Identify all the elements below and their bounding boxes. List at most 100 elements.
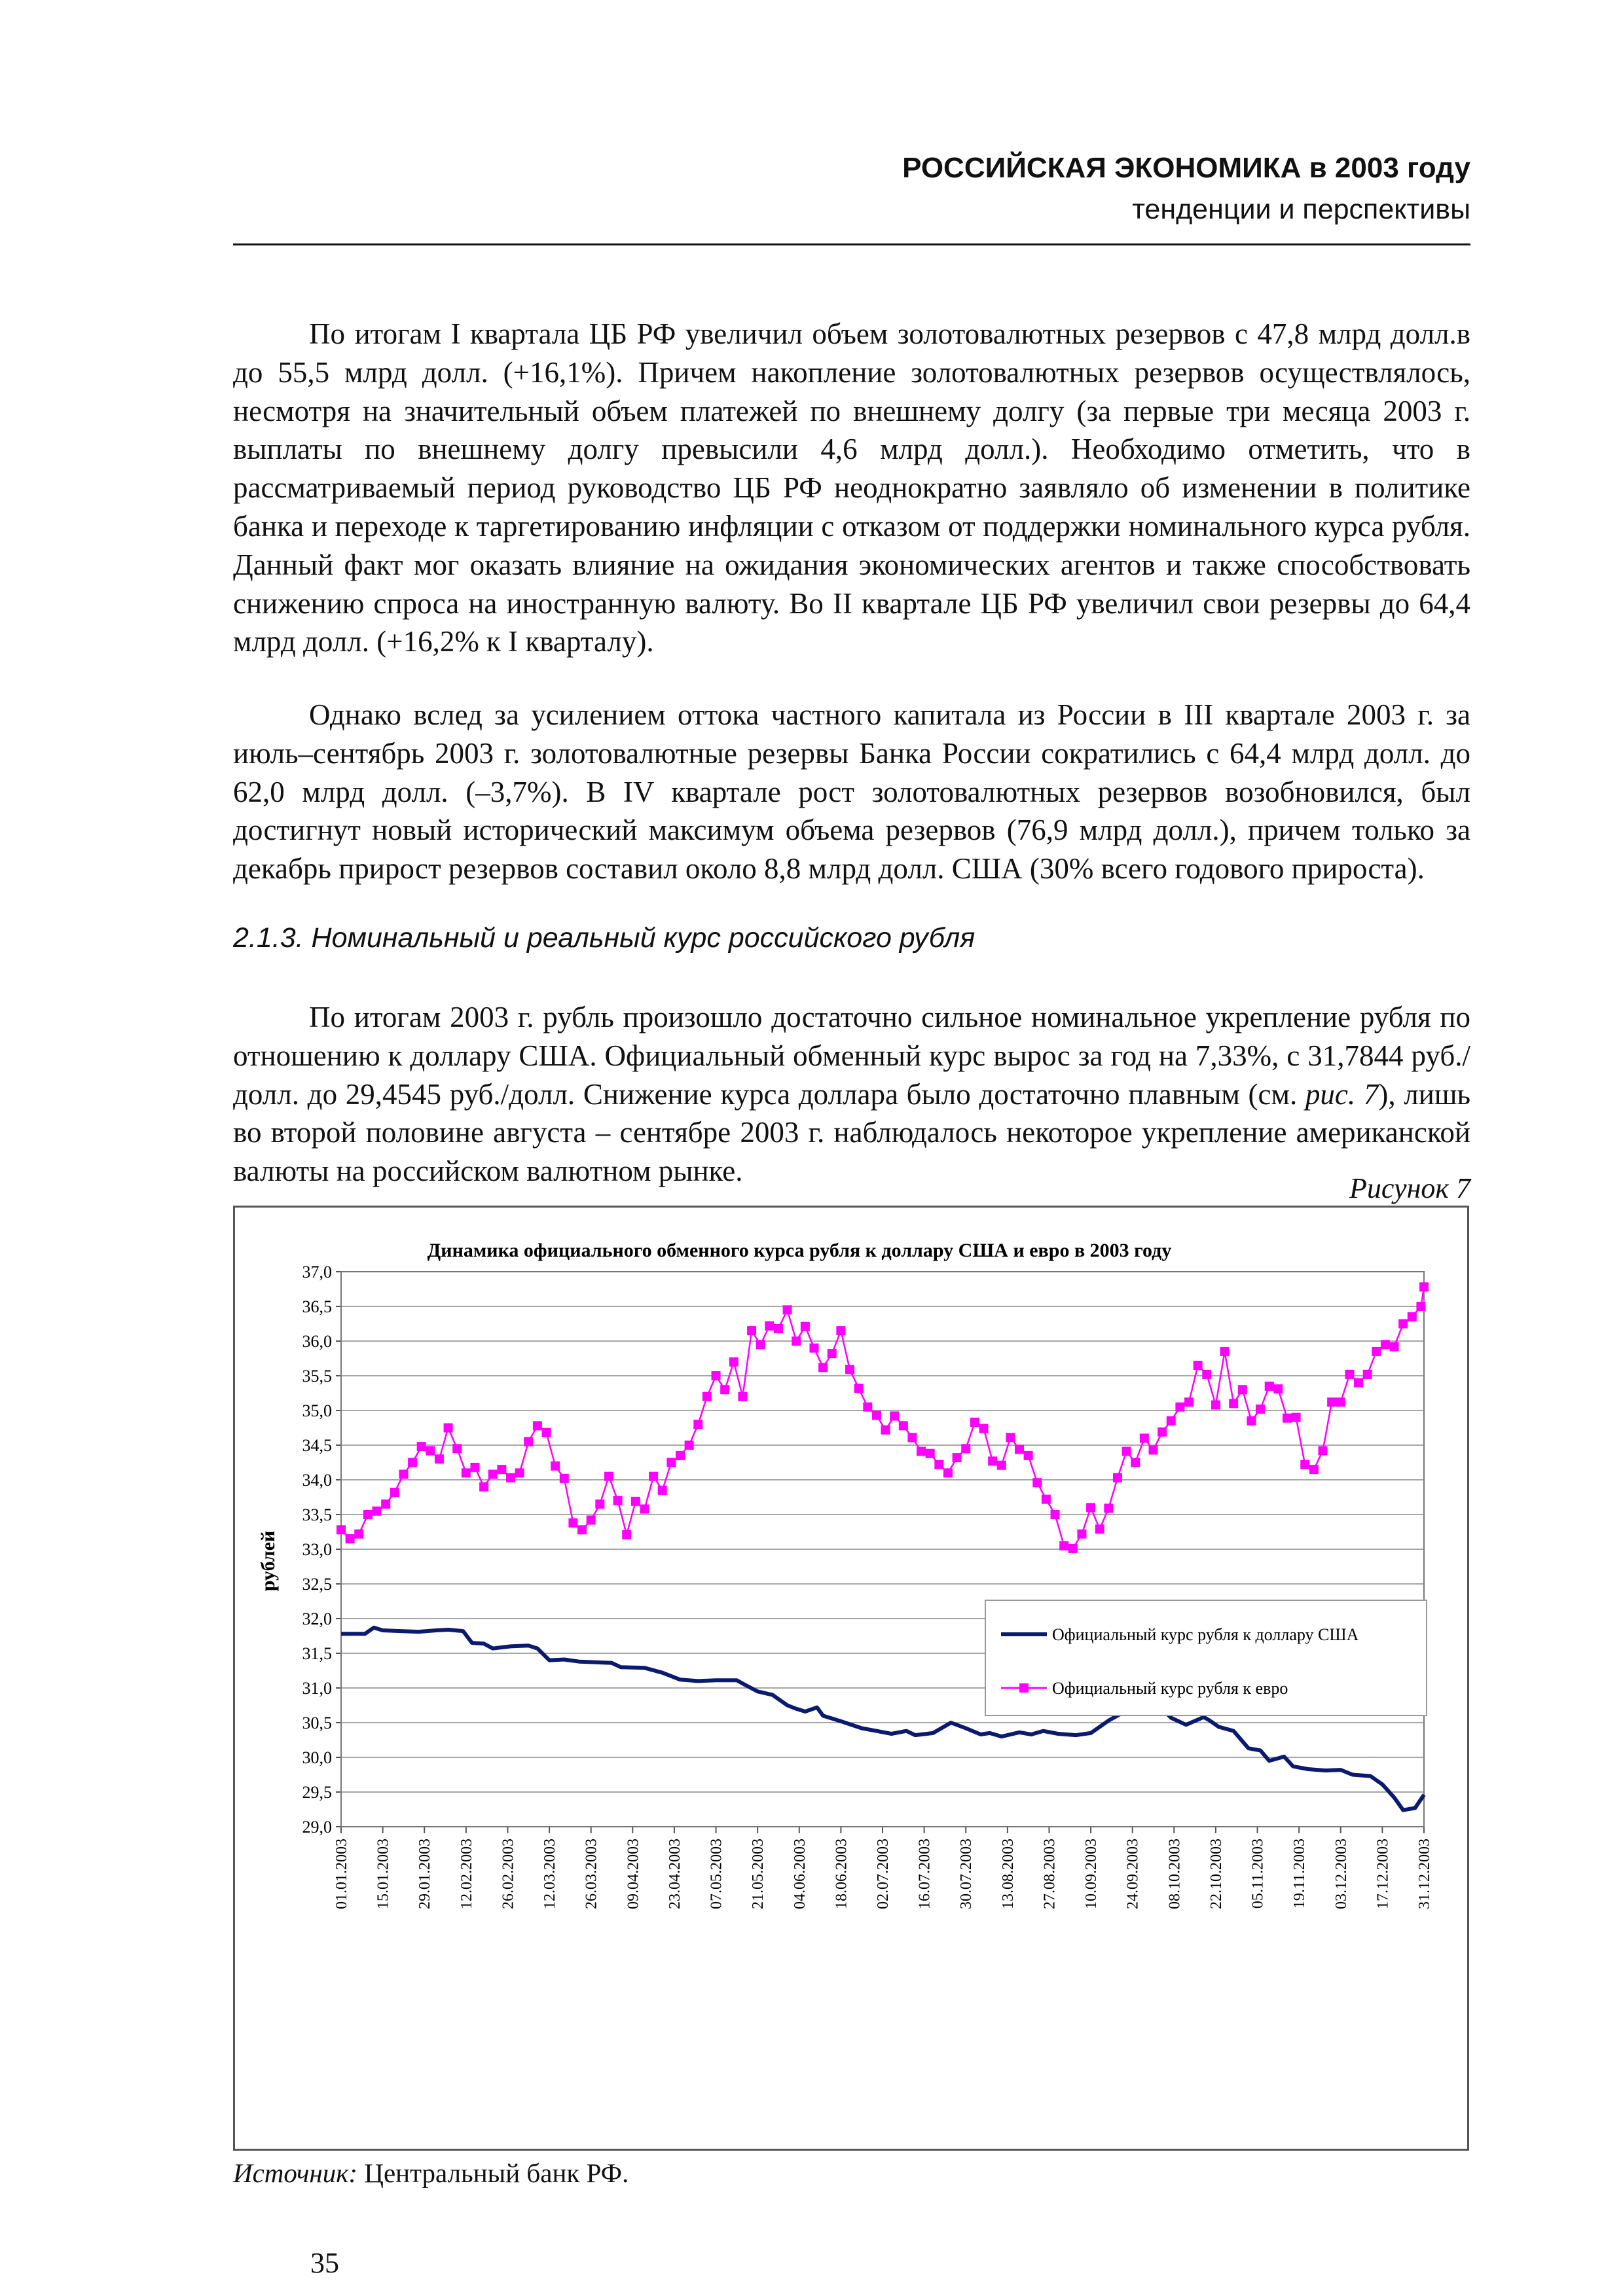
eur-data-point [443,1423,453,1433]
eur-data-point [1050,1510,1060,1519]
y-tick-label: 35,5 [302,1367,333,1386]
legend-box [985,1600,1427,1716]
chart-legend: Официальный курс рубля к доллару США Офи… [985,1600,1427,1716]
source-text: Центральный банк РФ. [357,2158,629,2188]
eur-data-point [729,1357,739,1367]
eur-data-point [1256,1404,1266,1414]
eur-data-point [1032,1478,1042,1488]
eur-data-point [1112,1473,1122,1482]
x-tick-label: 08.10.2003 [1166,1839,1183,1909]
eur-data-point [1291,1412,1301,1422]
eur-data-point [630,1496,640,1506]
x-tick-label: 27.08.2003 [1041,1839,1058,1909]
x-tick-label: 26.02.2003 [500,1839,517,1909]
eur-data-point [399,1469,409,1479]
eur-data-point [551,1461,560,1471]
x-tick-label: 17.12.2003 [1374,1839,1391,1909]
y-tick-label: 31,5 [302,1644,333,1663]
chart-series [337,1282,1429,1812]
eur-data-point [1068,1543,1078,1553]
eur-data-point [863,1402,873,1412]
y-tick-label: 29,5 [302,1783,333,1802]
eur-data-point [1407,1312,1417,1321]
figure-reference: рис. 7 [1305,1077,1379,1111]
x-tick-label: 07.05.2003 [708,1839,725,1909]
y-tick-label: 34,5 [302,1436,333,1455]
x-tick-label: 30.07.2003 [958,1839,975,1909]
eur-data-point [1166,1416,1176,1426]
eur-data-point [568,1518,578,1528]
y-tick-label: 35,0 [302,1401,333,1420]
eur-data-point [1006,1433,1015,1443]
y-tick-label: 36,0 [302,1332,333,1351]
eur-data-point [354,1529,364,1539]
eur-data-point [979,1424,989,1433]
eur-data-point [497,1465,507,1475]
series-usd [341,1625,1426,1812]
eur-data-point [845,1365,855,1374]
eur-data-point [640,1504,649,1514]
y-tick-label: 37,0 [302,1263,333,1282]
x-tick-label: 15.01.2003 [375,1839,392,1909]
eur-data-point [1380,1340,1390,1350]
eur-data-point [434,1454,444,1464]
eur-data-point [363,1510,373,1519]
eur-data-point [765,1321,775,1331]
eur-data-point [1122,1446,1131,1456]
eur-data-point [1264,1381,1274,1391]
eur-data-point [1015,1444,1025,1454]
x-tick-label: 19.11.2003 [1291,1839,1308,1909]
eur-data-point [925,1448,935,1458]
x-tick-label: 29.01.2003 [416,1839,433,1909]
eur-data-point [684,1441,694,1450]
eur-data-point [809,1343,819,1353]
chart-frame: Динамика официального обменного курса ру… [233,1206,1469,2151]
eur-data-point [1318,1446,1328,1456]
eur-data-point [586,1515,596,1525]
eur-data-point [970,1418,979,1427]
eur-data-point [1389,1342,1399,1352]
eur-data-point [452,1444,462,1454]
eur-data-point [1131,1458,1140,1467]
eur-data-point [1077,1529,1087,1539]
y-tick-label: 33,5 [302,1505,333,1524]
eur-data-point [1193,1361,1203,1371]
y-tick-label: 30,0 [302,1748,333,1767]
y-axis-label: рублей [257,1531,279,1592]
eur-data-point [1175,1402,1185,1412]
eur-data-point [372,1506,382,1516]
eur-data-point [381,1499,391,1509]
eur-data-point [907,1433,917,1443]
x-tick-label: 22.10.2003 [1208,1839,1225,1909]
eur-data-point [577,1525,587,1535]
eur-data-point [1202,1369,1212,1379]
eur-data-point [1282,1413,1292,1423]
legend-label-usd: Официальный курс рубля к доллару США [1052,1625,1359,1644]
eur-data-point [488,1469,498,1479]
eur-data-point [1300,1460,1310,1469]
header-divider [233,243,1470,245]
eur-data-point [1184,1397,1194,1407]
eur-data-point [1086,1503,1096,1513]
eur-data-point [1139,1433,1149,1443]
page-number: 35 [310,2247,339,2279]
legend-marker-eur [1019,1683,1029,1693]
eur-data-point [1237,1385,1247,1395]
section-heading: 2.1.3. Номинальный и реальный курс росси… [233,922,976,954]
eur-data-point [1211,1400,1220,1410]
x-tick-label: 18.06.2003 [833,1839,850,1909]
legend-label-eur: Официальный курс рубля к евро [1052,1679,1288,1698]
x-tick-label: 12.03.2003 [541,1839,558,1909]
x-tick-label: 24.09.2003 [1125,1839,1142,1909]
eur-data-point [943,1468,953,1478]
x-tick-label: 26.03.2003 [583,1839,600,1909]
x-tick-label: 10.09.2003 [1083,1839,1100,1909]
eur-data-point [934,1460,944,1469]
eur-data-point [524,1437,534,1446]
eur-data-point [390,1488,399,1498]
x-tick-label: 05.11.2003 [1250,1839,1267,1909]
eur-data-point [988,1456,998,1466]
eur-data-point [657,1485,667,1495]
eur-data-point [890,1411,900,1421]
figure-source: Источник: Центральный банк РФ. [233,2157,629,2189]
